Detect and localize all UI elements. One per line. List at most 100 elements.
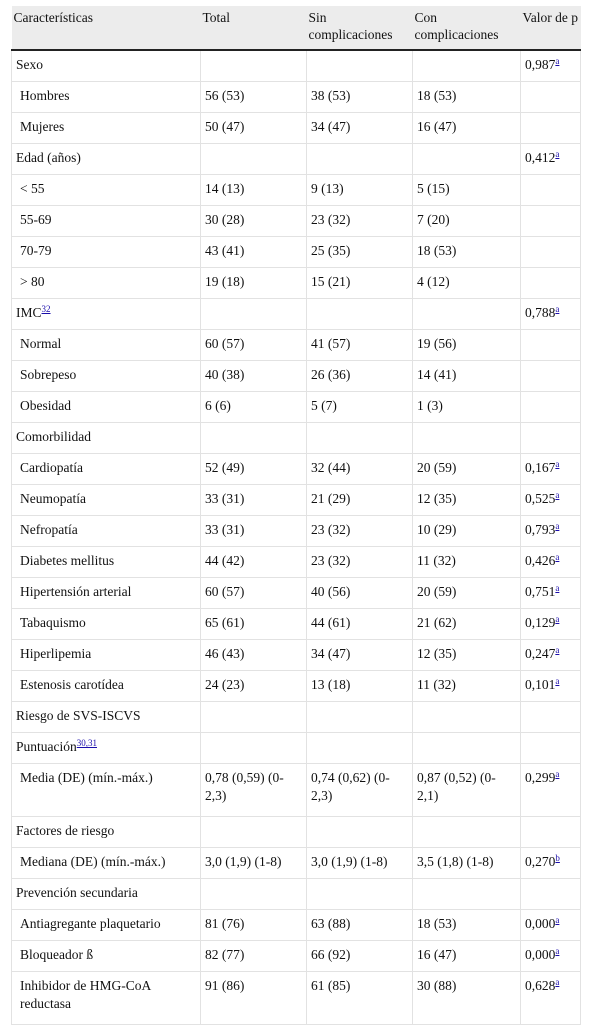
total-cell [200,816,307,848]
total-cell [200,732,307,764]
sin-complicaciones-cell [306,49,413,82]
cell-text: 5 (15) [417,181,450,196]
characteristic-cell: > 80 [11,267,201,299]
sin-complicaciones-cell: 40 (56) [306,577,413,609]
cell-text: 66 (92) [311,947,351,962]
con-complicaciones-cell: 18 (53) [412,81,521,113]
sin-complicaciones-cell: 34 (47) [306,639,413,671]
characteristic-cell: Inhibidor de HMG-CoA reductasa [11,971,201,1025]
cell-text: Cardiopatía [20,460,83,475]
con-complicaciones-cell: 0,87 (0,52) (0-2,1) [412,763,521,817]
con-complicaciones-cell [412,298,521,330]
footnote-link[interactable]: a [555,977,560,987]
cell-text: 81 (76) [205,916,245,931]
p-value-cell [520,329,581,361]
characteristics-table: Características Total Sin complicaciones… [11,6,581,1025]
characteristic-cell: Cardiopatía [11,453,201,485]
table-row: Edad (años) 0,412a [11,143,581,175]
footnote-link[interactable]: a [555,915,560,925]
cell-text: 0,000 [525,916,556,931]
footnote-link[interactable]: a [555,521,560,531]
footnote-link[interactable]: a [555,645,560,655]
table-row: Factores de riesgo [11,816,581,848]
total-cell: 56 (53) [200,81,307,113]
table-row: > 80 19 (18) 15 (21) 4 (12) [11,267,581,299]
footnote-link[interactable]: a [555,552,560,562]
footnote-link[interactable]: a [555,769,560,779]
sin-complicaciones-cell [306,816,413,848]
table-row: 70-79 43 (41) 25 (35) 18 (53) [11,236,581,268]
con-complicaciones-cell [412,701,521,733]
characteristic-cell: Bloqueador ß [11,940,201,972]
cell-text: 0,101 [525,677,556,692]
cell-text: 16 (47) [417,119,457,134]
table-row: Antiagregante plaquetario 81 (76) 63 (88) 1… [11,909,581,941]
total-cell: 14 (13) [200,174,307,206]
sin-complicaciones-cell: 5 (7) [306,391,413,423]
cell-text: 34 (47) [311,646,351,661]
cell-text: 0,426 [525,553,556,568]
sin-complicaciones-cell: 38 (53) [306,81,413,113]
characteristic-cell: Prevención secundaria [11,878,201,910]
con-complicaciones-cell [412,422,521,454]
cell-text: 7 (20) [417,212,450,227]
con-complicaciones-cell [412,878,521,910]
characteristic-cell: Factores de riesgo [11,816,201,848]
sin-complicaciones-cell: 23 (32) [306,205,413,237]
p-value-cell: 0,129a [520,608,581,640]
cell-text: 18 (53) [417,916,457,931]
sin-complicaciones-cell: 41 (57) [306,329,413,361]
footnote-link[interactable]: a [555,304,560,314]
table-row: Media (DE) (mín.-máx.) 0,78 (0,59) (0-2,3… [11,763,581,817]
total-cell: 60 (57) [200,329,307,361]
cell-text: 43 (41) [205,243,245,258]
cell-text: Hipertensión arterial [20,584,132,599]
footnote-link[interactable]: a [555,149,560,159]
cell-text: 25 (35) [311,243,351,258]
table-row: Hombres 56 (53) 38 (53) 18 (53) [11,81,581,113]
reference-link[interactable]: 30,31 [76,738,97,748]
header-row: Características Total Sin complicaciones… [11,6,581,51]
p-value-cell: 0,628a [520,971,581,1025]
sin-complicaciones-cell: 25 (35) [306,236,413,268]
footnote-link[interactable]: a [555,56,560,66]
reference-link[interactable]: 32 [41,304,51,314]
characteristic-cell: Tabaquismo [11,608,201,640]
cell-text: 18 (53) [417,88,457,103]
cell-text: 46 (43) [205,646,245,661]
footnote-superscript: a [555,915,559,925]
characteristic-cell: Neumopatía [11,484,201,516]
footnote-link[interactable]: a [555,614,560,624]
cell-text: 0,270 [525,854,556,869]
footnote-superscript: a [555,521,559,531]
con-complicaciones-cell: 5 (15) [412,174,521,206]
characteristic-cell: Sexo [11,49,201,82]
footnote-link[interactable]: a [555,459,560,469]
table-row: Obesidad 6 (6) 5 (7) 1 (3) [11,391,581,423]
footnote-link[interactable]: a [555,490,560,500]
footnote-link[interactable]: a [555,583,560,593]
header-p-value: Valor de p [520,6,581,51]
cell-text: Mediana (DE) (mín.-máx.) [20,854,166,869]
cell-text: Nefropatía [20,522,78,537]
cell-text: Media (DE) (mín.-máx.) [20,770,153,785]
cell-text: 14 (41) [417,367,457,382]
footnote-link[interactable]: a [555,676,560,686]
total-cell [200,298,307,330]
p-value-cell: 0,751a [520,577,581,609]
sin-complicaciones-cell: 66 (92) [306,940,413,972]
characteristic-cell: Mujeres [11,112,201,144]
cell-text: 4 (12) [417,274,450,289]
characteristic-cell: Obesidad [11,391,201,423]
cell-text: Mujeres [20,119,65,134]
table-row: Mujeres 50 (47) 34 (47) 16 (47) [11,112,581,144]
con-complicaciones-cell: 19 (56) [412,329,521,361]
sin-complicaciones-cell: 32 (44) [306,453,413,485]
sin-complicaciones-cell: 23 (32) [306,546,413,578]
footnote-link[interactable]: a [555,946,560,956]
footnote-link[interactable]: b [555,853,560,863]
characteristic-cell: Edad (años) [11,143,201,175]
total-cell: 33 (31) [200,484,307,516]
sin-complicaciones-cell [306,143,413,175]
sin-complicaciones-cell: 3,0 (1,9) (1-8) [306,847,413,879]
